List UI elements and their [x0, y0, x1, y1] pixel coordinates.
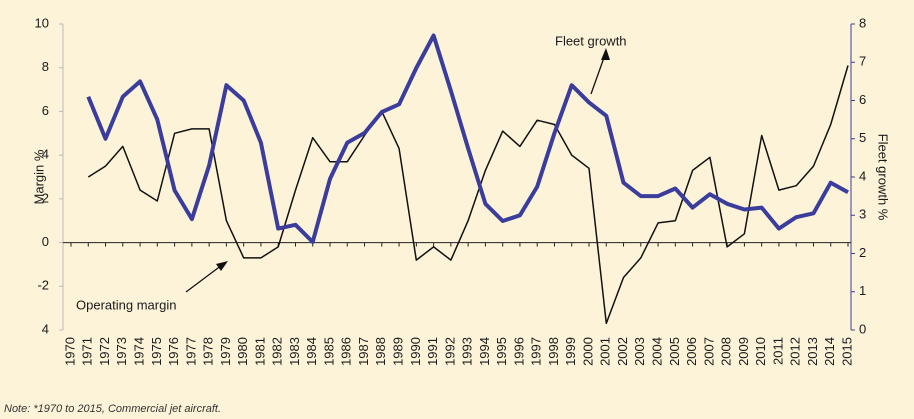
x-tick-label: 1997	[529, 337, 544, 366]
x-tick-label: 1982	[270, 337, 285, 366]
y-tick-label: 6	[42, 103, 49, 118]
x-tick-label: 1974	[132, 337, 147, 366]
x-tick-label: 2008	[719, 337, 734, 366]
y2-axis-label: Fleet growth %	[876, 134, 891, 221]
x-tick-label: 1993	[460, 337, 475, 366]
y-tick-label: 8	[42, 59, 49, 74]
y2-tick-label: 6	[859, 92, 866, 107]
arrow-head	[601, 48, 610, 60]
x-tick-label: 1980	[235, 337, 250, 366]
x-tick-label: 2013	[805, 337, 820, 366]
x-tick-label: 1971	[80, 337, 95, 366]
series-line	[87, 65, 849, 325]
x-tick-label: 1981	[252, 337, 267, 366]
y-axis-label: Margin %	[31, 149, 46, 204]
x-tick-label: 1983	[287, 337, 302, 366]
x-tick-label: 2002	[615, 337, 630, 366]
x-tick-label: 2006	[684, 337, 699, 366]
x-tick-label: 1986	[339, 337, 354, 366]
x-tick-label: 1989	[391, 337, 406, 366]
x-tick-label: 2010	[753, 337, 768, 366]
x-tick-label: 2005	[667, 337, 682, 366]
x-tick-label: 1985	[321, 337, 336, 366]
x-tick-label: 1999	[563, 337, 578, 366]
annotation-arrow	[185, 264, 223, 293]
y2-tick-label: 5	[859, 130, 866, 145]
x-tick-label: 1996	[511, 337, 526, 366]
x-tick-label: 1994	[477, 337, 492, 366]
x-tick-label: 1991	[425, 337, 440, 366]
x-tick-label: 1995	[494, 337, 509, 366]
y2-tick-label: 8	[859, 15, 866, 30]
x-tick-label: 2015	[839, 337, 854, 366]
x-tick-label: 2011	[770, 337, 785, 365]
y2-tick-label: 4	[859, 168, 866, 183]
x-tick-label: 1988	[373, 337, 388, 366]
y2-tick-label: 7	[859, 54, 866, 69]
y-tick-label: 10	[35, 15, 49, 30]
x-tick-label: 1976	[166, 337, 181, 366]
y2-tick-label: 0	[859, 321, 866, 336]
x-tick-label: 1970	[62, 337, 77, 366]
x-tick-label: 1990	[408, 337, 423, 366]
x-tick-label: 1973	[114, 337, 129, 366]
y2-tick-label: 3	[859, 207, 866, 222]
x-tick-label: 1972	[97, 337, 112, 366]
x-tick-label: 1984	[304, 337, 319, 366]
series-annotation: Fleet growth	[555, 33, 627, 48]
x-tick-label: 2009	[736, 337, 751, 366]
x-tick-label: 2012	[788, 337, 803, 366]
y-tick-label: 0	[42, 234, 49, 249]
x-tick-label: 2000	[580, 337, 595, 366]
y2-tick-label: 1	[859, 283, 866, 298]
x-tick-label: 1992	[442, 337, 457, 366]
x-tick-label: 2003	[632, 337, 647, 366]
arrow-head	[216, 261, 228, 271]
y-tick-label: 4	[42, 147, 49, 162]
x-tick-label: 1978	[201, 337, 216, 366]
x-tick-label: 1975	[149, 337, 164, 366]
series-annotation: Operating margin	[76, 297, 176, 312]
note: Note: *1970 to 2015, Commercial jet airc…	[4, 403, 221, 415]
x-tick-label: 1979	[218, 337, 233, 366]
y-tick-label: 2	[42, 190, 49, 205]
series-line	[86, 33, 849, 244]
x-tick-label: 2001	[598, 337, 613, 366]
x-tick-label: 2004	[650, 337, 665, 366]
x-tick-label: 1987	[356, 337, 371, 366]
x-tick-label: 2014	[822, 337, 837, 366]
y-tick-label: -2	[37, 278, 49, 293]
x-tick-label: 1977	[183, 337, 198, 366]
y-tick-label: 4	[42, 321, 49, 336]
x-tick-label: 2007	[701, 337, 716, 366]
y2-tick-label: 2	[859, 245, 866, 260]
x-tick-label: 1998	[546, 337, 561, 366]
